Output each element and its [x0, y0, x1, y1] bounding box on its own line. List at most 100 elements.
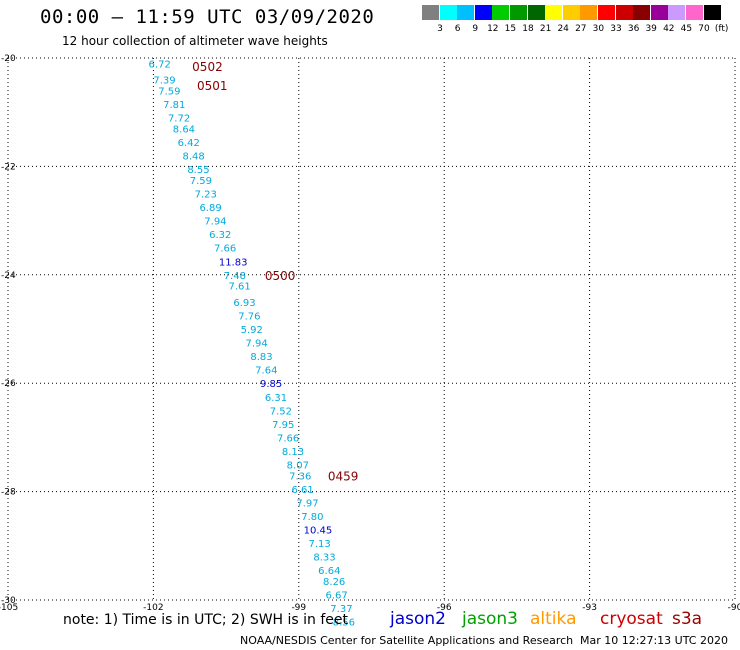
- legend-jason2: jason2: [390, 609, 446, 629]
- wave-height-value: 6.67: [325, 591, 347, 602]
- legend-tick-label: 6: [454, 24, 461, 34]
- wave-height-value: 5.92: [241, 325, 263, 336]
- legend-swatch: [510, 5, 527, 20]
- wave-height-value: 7.59: [158, 87, 180, 98]
- pass-time-label: 0501: [197, 79, 228, 93]
- legend-tick-label: 70: [698, 24, 710, 34]
- legend-tick-label: 42: [663, 24, 675, 34]
- generation-timestamp: Mar 10 12:27:13 UTC 2020: [580, 634, 728, 647]
- y-tick-label: -24: [1, 271, 16, 281]
- legend-swatch: [633, 5, 651, 20]
- legend-tick-label: 36: [627, 24, 640, 34]
- wave-height-value: 7.39: [153, 76, 175, 87]
- wave-height-value: 6.89: [199, 203, 221, 214]
- legend-swatch: [686, 5, 703, 20]
- wave-height-value: 7.80: [301, 512, 323, 523]
- wave-height-value: 8.26: [323, 577, 345, 588]
- wave-height-value: 7.52: [270, 406, 292, 417]
- wave-height-value: 7.81: [163, 100, 185, 111]
- wave-height-value: 6.32: [209, 230, 231, 241]
- y-tick-label: -22: [1, 162, 16, 172]
- x-tick-label: -102: [143, 603, 163, 613]
- wave-height-value: 8.48: [182, 152, 204, 163]
- pass-time-label: 0502: [192, 60, 223, 74]
- chart-title: 00:00 – 11:59 UTC 03/09/2020: [40, 6, 375, 28]
- wave-height-value: 7.48: [224, 271, 246, 282]
- wave-height-value: 7.13: [308, 539, 330, 550]
- legend-swatch: [492, 5, 510, 20]
- x-tick-label: -105: [0, 603, 18, 613]
- y-tick-label: -28: [1, 488, 16, 498]
- wave-height-value: 10.45: [304, 526, 333, 537]
- legend-tick-label: 24: [557, 24, 569, 34]
- x-tick-label: -93: [582, 603, 597, 613]
- legend-tick-label: 15: [504, 24, 517, 34]
- wave-height-value: 7.94: [245, 339, 267, 350]
- legend-tick-label: 18: [522, 24, 534, 34]
- legend-swatch: [527, 5, 545, 20]
- legend-swatch: [615, 5, 633, 20]
- legend-tick-label: 30: [592, 24, 605, 34]
- wave-height-value: 6.42: [178, 138, 200, 149]
- legend-tick-label: 33: [610, 24, 622, 34]
- legend-s3a: s3a: [672, 609, 703, 629]
- legend-tick-label: 39: [645, 24, 657, 34]
- wave-height-value: 6.93: [233, 298, 255, 309]
- chart-subtitle: 12 hour collection of altimeter wave hei…: [62, 34, 328, 48]
- wave-height-value: 11.83: [219, 257, 248, 268]
- legend-swatch: [457, 5, 475, 20]
- legend-swatch: [439, 5, 457, 20]
- wave-height-value: 7.66: [277, 433, 299, 444]
- y-tick-label: -20: [1, 54, 16, 64]
- legend-altika: altika: [530, 609, 577, 629]
- legend-tick-label: 21: [539, 24, 552, 34]
- y-tick-label: -26: [1, 379, 16, 389]
- legend-swatch: [598, 5, 615, 20]
- wave-height-value: 7.97: [296, 498, 318, 509]
- wave-height-value: 7.76: [238, 311, 260, 322]
- x-tick-label: -90: [728, 603, 740, 613]
- wave-height-value: 8.13: [282, 447, 304, 458]
- legend-swatch: [474, 5, 492, 20]
- wave-height-value: 7.66: [214, 244, 236, 255]
- wave-height-value: 8.56: [333, 618, 355, 629]
- wave-height-value: 7.59: [190, 176, 212, 187]
- wave-height-value: 8.64: [173, 124, 195, 135]
- legend-swatch: [668, 5, 686, 20]
- wave-height-value: 7.23: [195, 190, 217, 201]
- legend-swatch: [650, 5, 668, 20]
- wave-height-value: 7.72: [168, 114, 190, 125]
- wave-height-value: 7.94: [204, 217, 226, 228]
- wave-height-value: 8.07: [287, 461, 309, 472]
- legend-swatch: [703, 5, 721, 20]
- wave-height-value: 9.85: [260, 379, 282, 390]
- legend-swatch: [580, 5, 598, 20]
- wave-height-value: 7.64: [255, 366, 277, 377]
- wave-height-value: 8.83: [250, 352, 272, 363]
- legend-cryosat: cryosat: [600, 609, 663, 629]
- legend-swatch: [422, 5, 439, 20]
- wave-height-value: 7.36: [289, 471, 311, 482]
- legend-swatch: [562, 5, 580, 20]
- legend-tick-label: 27: [575, 24, 587, 34]
- legend-tick-label: 3: [437, 24, 443, 34]
- y-tick-label: -30: [1, 596, 16, 606]
- wave-height-value: 8.33: [313, 553, 335, 564]
- credit-line: NOAA/NESDIS Center for Satellite Applica…: [240, 634, 574, 647]
- x-tick-label: -96: [437, 603, 452, 613]
- legend-tick-label: 9: [472, 24, 479, 34]
- units-note: note: 1) Time is in UTC; 2) SWH is in fe…: [63, 612, 349, 628]
- wave-height-value: 7.61: [229, 282, 251, 293]
- wave-height-value: 6.31: [265, 393, 287, 404]
- legend-tick-label: (ft): [714, 24, 729, 34]
- wave-height-value: 8.55: [187, 165, 209, 176]
- pass-time-label: 0459: [328, 469, 359, 483]
- wave-height-value: 6.61: [292, 485, 314, 496]
- legend-tick-label: 12: [487, 24, 499, 34]
- x-tick-label: -99: [291, 603, 306, 613]
- wave-height-value: 6.72: [149, 59, 171, 70]
- wave-height-value: 7.95: [272, 420, 294, 431]
- legend-tick-label: 45: [680, 24, 693, 34]
- legend-jason3: jason3: [462, 609, 518, 629]
- pass-time-label: 0500: [265, 269, 296, 283]
